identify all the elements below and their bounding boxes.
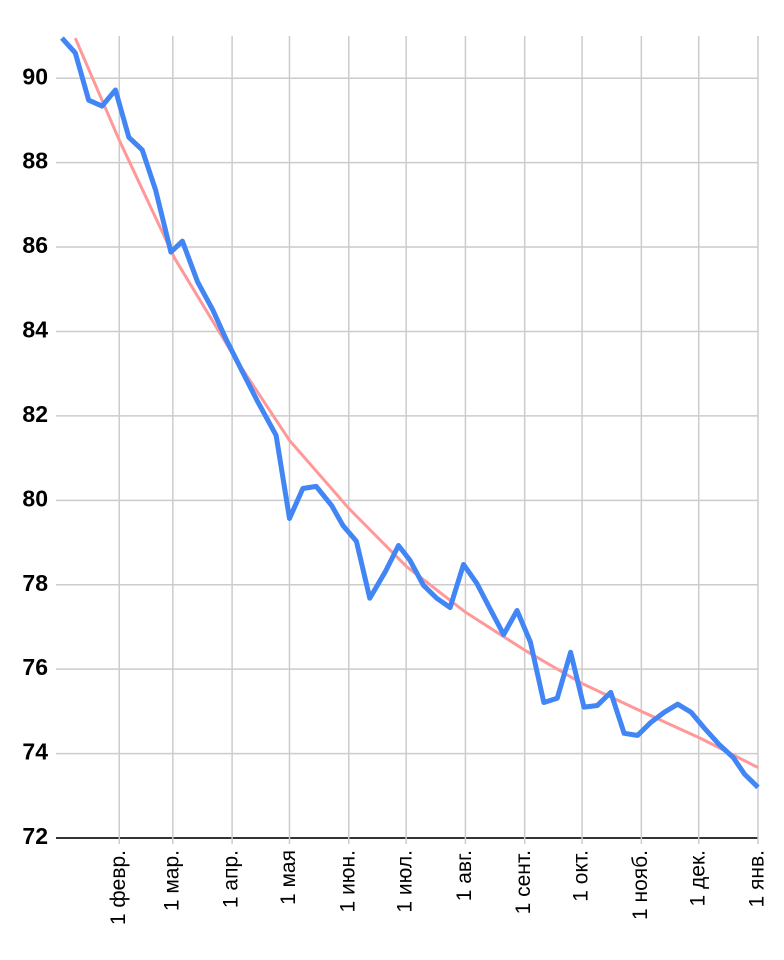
- x-tick-label: 1 июл.: [394, 850, 417, 913]
- y-tick-label: 88: [22, 148, 48, 174]
- x-tick-label: 1 апр.: [220, 850, 243, 908]
- x-tick-label: 1 авг.: [453, 850, 476, 901]
- y-tick-label: 72: [22, 823, 48, 849]
- y-tick-label: 80: [22, 485, 48, 511]
- x-tick-label: 1 янв.: [746, 850, 769, 907]
- x-tick-label: 1 февр.: [107, 850, 130, 925]
- y-tick-label: 84: [22, 317, 48, 343]
- series-line: [60, 36, 760, 790]
- x-tick-label: 1 мар.: [160, 850, 183, 911]
- series-line: [73, 37, 759, 769]
- x-tick-label: 1 нояб.: [629, 850, 652, 920]
- x-tick-label: 1 мая: [277, 850, 300, 905]
- y-tick-label: 76: [22, 654, 48, 680]
- x-tick-label: 1 июн.: [336, 850, 359, 912]
- y-tick-label: 86: [22, 232, 48, 258]
- x-tick-label: 1 окт.: [570, 850, 593, 902]
- y-tick-label: 82: [22, 401, 48, 427]
- x-tick-label: 1 дек.: [686, 850, 709, 906]
- y-tick-label: 90: [22, 63, 48, 89]
- y-tick-label: 74: [22, 739, 48, 765]
- y-tick-label: 78: [22, 570, 48, 596]
- x-tick-label: 1 сент.: [512, 850, 535, 914]
